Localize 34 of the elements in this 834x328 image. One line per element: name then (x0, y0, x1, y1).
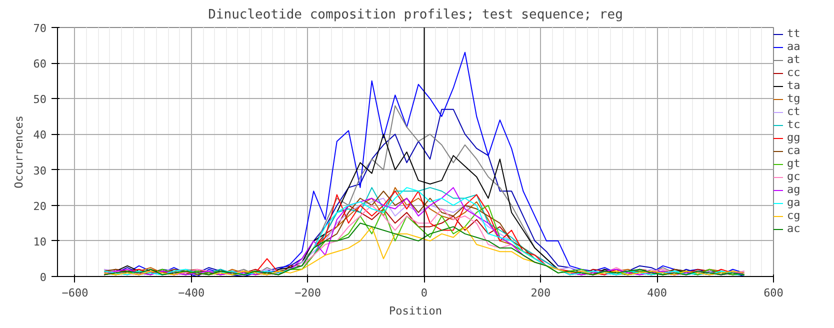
legend-label: cc (787, 66, 802, 79)
legend-label: gt (787, 157, 802, 170)
legend-label: ct (787, 105, 802, 118)
x-tick-label: −600 (62, 286, 88, 300)
y-tick-label: 40 (33, 128, 47, 142)
y-tick-label: 20 (33, 200, 47, 213)
x-tick-label: 400 (647, 286, 668, 300)
y-axis-title: Occurrences (12, 116, 26, 188)
legend-label: aa (787, 40, 802, 53)
legend-label: tc (787, 118, 802, 131)
y-tick-label: 60 (33, 58, 47, 71)
legend-label: ta (787, 79, 802, 92)
y-tick-label: 30 (33, 164, 47, 178)
legend-label: gg (787, 131, 802, 144)
legend-label: ac (787, 222, 802, 235)
x-tick-label: −400 (178, 286, 205, 300)
legend-label: tg (787, 92, 802, 105)
legend-label: at (787, 53, 802, 66)
x-tick-label: 0 (420, 286, 428, 300)
legend-label: ca (787, 144, 802, 157)
x-tick-label: −200 (294, 286, 322, 300)
y-tick-label: 70 (33, 22, 47, 35)
x-tick-label: 200 (530, 286, 551, 300)
y-tick-label: 50 (33, 93, 47, 106)
chart-title: Dinucleotide composition profiles; test sequence; reg (208, 8, 623, 22)
legend-label: ga (787, 196, 802, 209)
x-axis-title: Position (389, 304, 442, 318)
y-tick-label: 10 (33, 235, 47, 248)
x-tick-label: 600 (764, 286, 784, 300)
legend-label: ag (787, 183, 802, 196)
legend-label: tt (787, 27, 802, 40)
legend-label: gc (787, 170, 802, 183)
y-tick-label: 0 (40, 271, 46, 284)
legend-label: cg (787, 209, 802, 222)
